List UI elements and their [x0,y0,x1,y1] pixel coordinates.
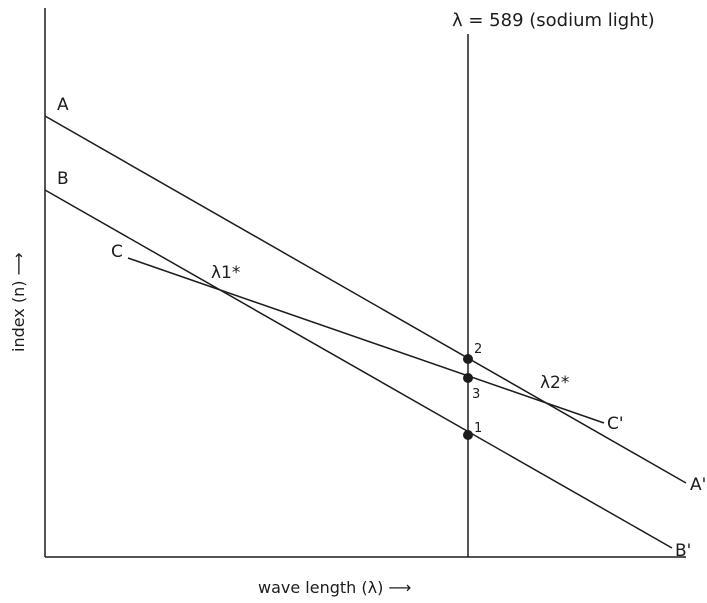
point-2-label: 2 [474,342,482,357]
point-3-marker [463,373,473,383]
point-1-marker [463,430,473,440]
y-axis-label: index (n) ⟶ [9,252,28,352]
lambda-2-star-label: λ2* [540,373,569,393]
point-2-marker [463,354,473,364]
line-c [127,257,605,424]
line-a-end-label: A' [690,475,706,495]
line-b-end-label: B' [675,541,691,561]
line-a-start-label: A [57,95,69,115]
line-b-start-label: B [57,169,69,189]
line-c-end-label: C' [607,414,624,434]
line-a [44,115,687,484]
lambda-1-star-label: λ1* [211,263,240,283]
line-c-start-label: C [111,242,123,262]
point-1-label: 1 [474,421,482,436]
x-axis-label: wave length (λ) ⟶ [258,578,411,597]
sodium-light-label: λ = 589 (sodium light) [452,10,655,31]
point-3-label: 3 [472,387,480,402]
line-b [44,189,673,549]
